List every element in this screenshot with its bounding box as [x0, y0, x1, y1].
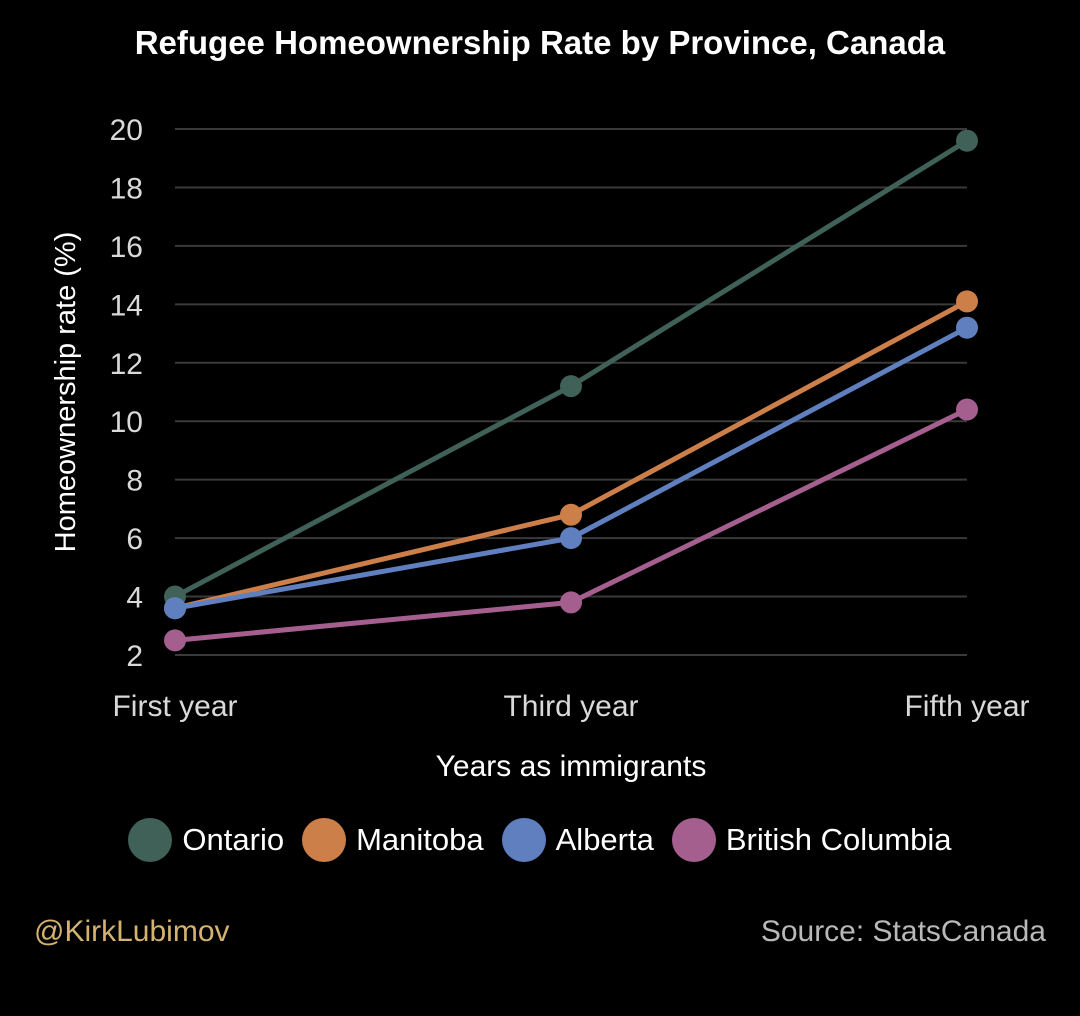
y-tick-labels: 2 4 6 8 10 12 14 16 18 20: [110, 114, 143, 673]
y-tick-label: 8: [126, 465, 143, 498]
y-tick-label: 18: [110, 172, 143, 205]
y-tick-label: 6: [126, 523, 143, 556]
data-point-ontario: [560, 375, 582, 398]
line-chart: 2 4 6 8 10 12 14 16 18 20 First year Third year Fif…: [50, 114, 1030, 783]
data-point-manitoba: [560, 503, 582, 526]
data-point-alberta: [956, 316, 978, 339]
y-tick-label: 4: [126, 582, 143, 615]
legend-swatch-british-columbia: [671, 818, 716, 862]
y-tick-label: 10: [110, 406, 143, 439]
y-tick-label: 2: [126, 640, 143, 673]
y-tick-label: 20: [110, 114, 143, 147]
legend-label-british-columbia: British Columbia: [725, 822, 952, 857]
x-axis-label: Years as immigrants: [436, 750, 707, 783]
legend-item-alberta: Alberta: [501, 818, 654, 862]
data-point-alberta: [164, 597, 186, 620]
x-tick-label: Third year: [503, 690, 638, 723]
x-tick-label: Fifth year: [904, 690, 1029, 723]
legend-swatch-alberta: [501, 818, 546, 862]
legend-item-british-columbia: British Columbia: [671, 818, 952, 862]
legend-label-ontario: Ontario: [182, 822, 285, 857]
data-points: [164, 129, 978, 652]
legend-swatch-ontario: [128, 818, 173, 862]
data-point-ontario: [956, 129, 978, 152]
y-tick-label: 12: [110, 348, 143, 381]
y-tick-label: 14: [110, 289, 143, 322]
series-line-manitoba: [172, 298, 970, 611]
source-note: Source: StatsCanada: [760, 915, 1046, 948]
y-tick-label: 16: [110, 231, 143, 264]
data-point-manitoba: [956, 290, 978, 313]
y-axis-label: Homeownership rate (%): [50, 232, 82, 553]
data-point-british-columbia: [164, 629, 186, 652]
chart-title: Refugee Homeownership Rate by Province, …: [134, 24, 946, 61]
x-tick-label: First year: [112, 690, 237, 723]
data-point-alberta: [560, 527, 582, 550]
data-point-british-columbia: [560, 591, 582, 614]
legend-swatch-manitoba: [302, 818, 347, 862]
x-tick-labels: First year Third year Fifth year: [112, 690, 1029, 723]
legend-item-ontario: Ontario: [128, 818, 284, 862]
legend-item-manitoba: Manitoba: [302, 818, 484, 862]
legend-label-manitoba: Manitoba: [356, 822, 484, 857]
data-point-british-columbia: [956, 398, 978, 421]
author-credit: @KirkLubimov: [34, 915, 230, 948]
legend: Ontario Manitoba Alberta British Columbi…: [0, 818, 1080, 862]
legend-label-alberta: Alberta: [555, 822, 654, 857]
